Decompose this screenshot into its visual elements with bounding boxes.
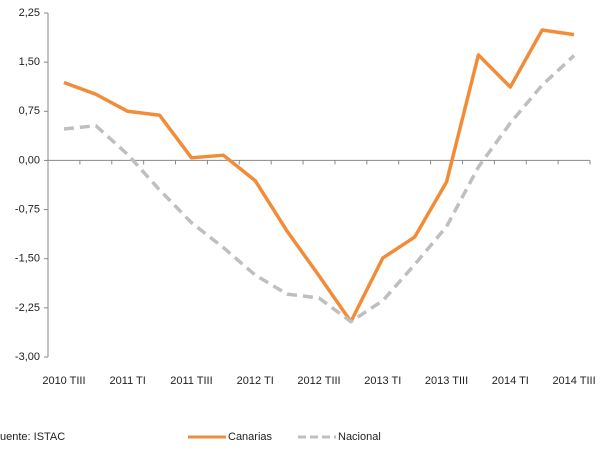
x-tick-label: 2011 TIII xyxy=(170,375,212,387)
legend-label: Canarias xyxy=(228,431,273,443)
series-line xyxy=(63,28,575,324)
series-line xyxy=(63,54,576,324)
legend-label: Nacional xyxy=(338,431,381,443)
x-tick-label: 2014 TIII xyxy=(552,375,595,387)
y-tick-label: 2,25 xyxy=(19,7,40,19)
x-tick-label: 2011 TI xyxy=(110,375,146,387)
y-tick-label: 0,75 xyxy=(19,105,40,117)
source: uente: ISTAC xyxy=(0,431,65,443)
y-tick-label: -3,00 xyxy=(15,351,40,363)
y-tick-label: -2,25 xyxy=(15,302,40,314)
x-tick-label: 2014 TI xyxy=(492,375,529,387)
x-tick-label: 2012 TIII xyxy=(297,375,340,387)
x-tick-label: 2013 TI xyxy=(364,375,401,387)
x-tick-label: 2013 TIII xyxy=(425,375,468,387)
y-tick-label: 1,50 xyxy=(19,56,40,68)
y-tick-label: 0,00 xyxy=(19,154,40,166)
y-tick-label: -1,50 xyxy=(15,253,40,265)
x-tick-label: 2010 TIII xyxy=(42,375,85,387)
x-tick-label: 2012 TI xyxy=(237,375,274,387)
y-tick-label: -0,75 xyxy=(15,203,40,215)
